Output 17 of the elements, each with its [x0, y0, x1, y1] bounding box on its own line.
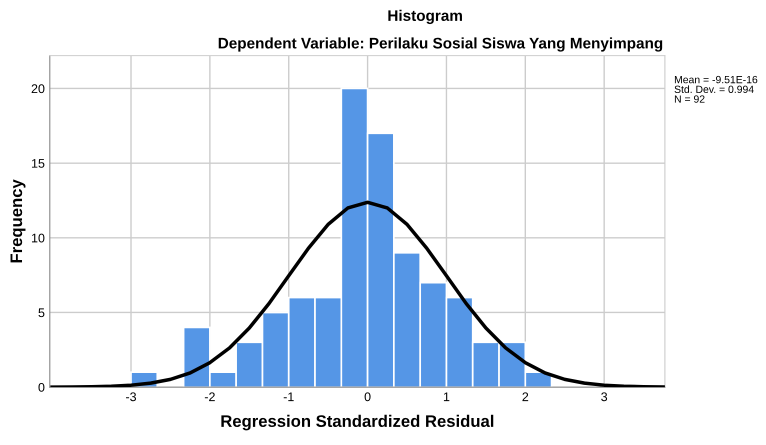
x-tick-label: 0 [364, 392, 371, 402]
x-axis-title: Regression Standardized Residual [221, 414, 494, 430]
y-tick-label: 10 [32, 234, 44, 242]
y-tick-label: 20 [32, 84, 44, 94]
x-tick-label: 3 [601, 392, 608, 402]
chart-subtitle: Dependent Variable: Perilaku Sosial Siswa Yang Menyimpang [218, 37, 662, 52]
text: Mean = -9.51E-16 Std. Dev. = 0.994 N = 92 [674, 76, 758, 103]
x-tick-label: -3 [126, 392, 136, 402]
x-tick-label: 1 [444, 392, 450, 402]
x-tick-label: -1 [284, 392, 294, 402]
y-tick-label: 15 [32, 159, 44, 168]
chart-title: Histogram [388, 10, 462, 24]
y-tick-label: 0 [38, 382, 44, 392]
x-tick-label: -2 [204, 392, 215, 402]
y-tick-label: 5 [38, 308, 44, 318]
y-axis-title: Frequency [10, 179, 26, 262]
x-tick-label: 2 [522, 392, 528, 402]
